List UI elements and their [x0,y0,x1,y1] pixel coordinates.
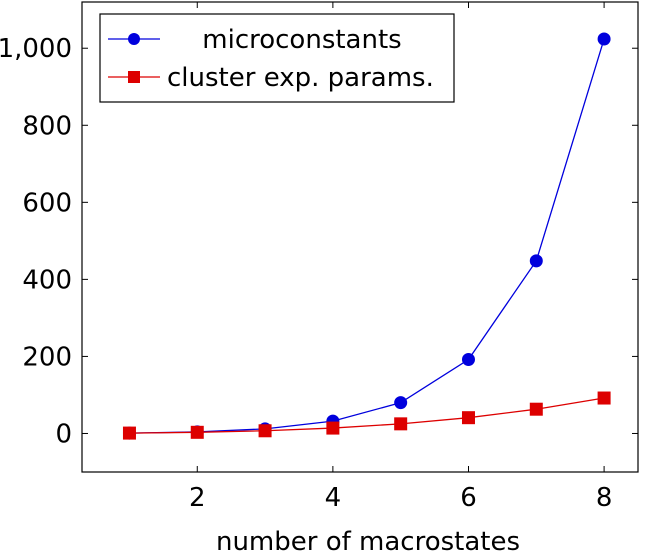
data-point [190,425,204,439]
y-tick-label: 1,000 [0,34,72,64]
legend-box [99,13,455,103]
y-tick-label: 800 [22,111,72,141]
x-tick-label: 6 [460,483,477,513]
legend-marker [128,33,140,45]
y-tick-label: 600 [22,188,72,218]
legend-marker [128,71,140,83]
x-axis-label: number of macrostates [216,527,520,552]
data-point [258,424,272,438]
legend-entry-2: cluster exp. params. [108,63,434,93]
plot-area [81,1,639,473]
legend-label: microconstants [202,25,401,55]
data-point [461,353,475,367]
y-tick-label: 400 [22,265,72,295]
series-layer [122,32,611,440]
data-point [394,417,408,431]
legend: microconstants cluster exp. params. [99,13,455,103]
data-point [461,411,475,425]
y-tick-label: 200 [22,342,72,372]
tick-layer: 2 4 6 8 0 200 400 600 800 1,000 [0,2,638,513]
data-point [529,402,543,416]
data-point [597,391,611,405]
series-line [129,397,605,434]
x-tick-label: 8 [596,483,613,513]
legend-label: cluster exp. params. [167,63,434,93]
y-tick-label: 0 [55,419,72,449]
legend-entry-1: microconstants [108,25,402,55]
legend-entries: microconstants cluster exp. params. [108,25,434,93]
x-tick-label: 4 [325,483,342,513]
data-point [394,396,408,410]
series-2 [122,391,611,440]
data-point [529,254,543,268]
data-point [122,426,136,440]
data-point [597,32,611,46]
data-point [326,421,340,435]
x-tick-label: 2 [189,483,206,513]
